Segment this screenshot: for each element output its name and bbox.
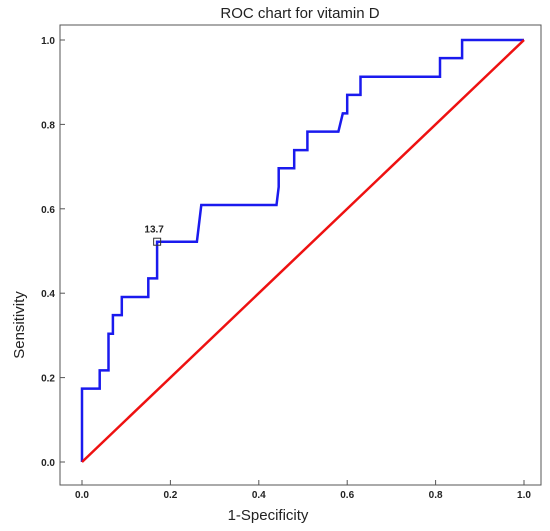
reference-diagonal-line bbox=[81, 39, 525, 463]
roc-curve-line bbox=[80, 38, 524, 462]
y-tick-label: 0.2 bbox=[41, 374, 55, 385]
x-tick-label: 0.2 bbox=[163, 490, 177, 501]
annotation-layer: 13.7 bbox=[144, 225, 164, 246]
y-tick-label: 0.6 bbox=[41, 205, 55, 216]
x-tick-label: 0.0 bbox=[75, 490, 89, 501]
y-tick-label: 0.8 bbox=[41, 120, 55, 131]
cutoff-label: 13.7 bbox=[144, 225, 164, 236]
series-layer bbox=[80, 38, 525, 463]
tick-layer: 0.0 0.2 0.4 0.6 0.8 1.0 0.0 0.2 0.4 0.6 0.8 1.0 bbox=[41, 36, 531, 501]
plot-frame bbox=[59, 24, 542, 486]
x-tick-label: 0.6 bbox=[340, 490, 354, 501]
y-tick-label: 0.0 bbox=[41, 458, 55, 469]
x-tick-label: 0.4 bbox=[252, 490, 266, 501]
chart-title: ROC chart for vitamin D bbox=[220, 5, 379, 22]
y-tick-label: 1.0 bbox=[41, 36, 55, 47]
x-axis-title: 1-Specificity bbox=[228, 507, 309, 524]
x-tick-label: 1.0 bbox=[517, 490, 531, 501]
x-tick-label: 0.8 bbox=[429, 490, 443, 501]
y-tick-label: 0.4 bbox=[41, 289, 55, 300]
y-axis-title: Sensitivity bbox=[11, 291, 28, 359]
cutoff-marker bbox=[153, 237, 162, 246]
